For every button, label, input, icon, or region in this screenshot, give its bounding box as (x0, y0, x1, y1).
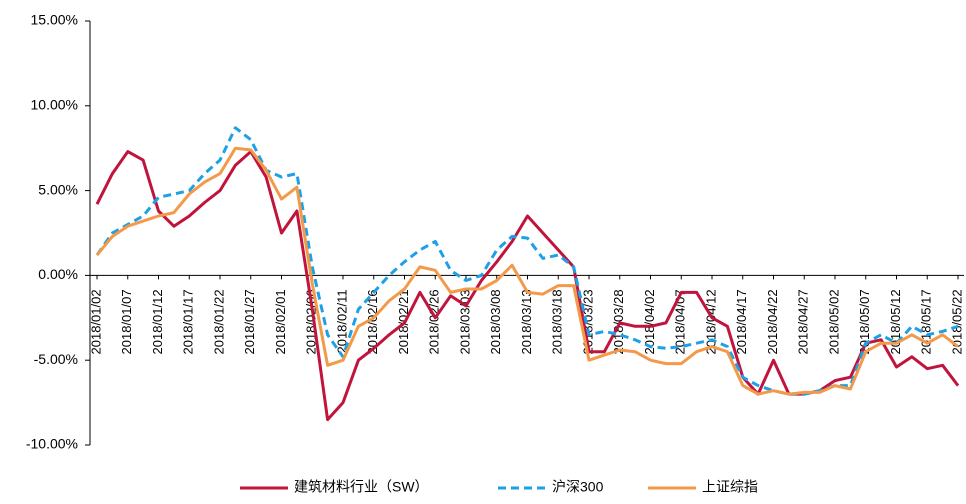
x-tick-label: 2018/03/13 (519, 289, 534, 354)
x-tick-label: 2018/01/07 (119, 289, 134, 354)
x-tick-label: 2018/02/01 (273, 289, 288, 354)
y-tick-label: 15.00% (31, 12, 78, 28)
series-line (95, 126, 959, 396)
y-tick-label: -5.00% (34, 351, 78, 367)
x-tick-label: 2018/05/17 (919, 289, 934, 354)
x-tick-label: 2018/04/12 (703, 289, 718, 354)
x-tick-label: 2018/05/12 (888, 289, 903, 354)
x-tick-label: 2018/04/02 (642, 289, 657, 354)
x-tick-label: 2018/03/03 (457, 289, 472, 354)
series-line (95, 150, 960, 422)
x-tick-label: 2018/02/26 (427, 289, 442, 354)
x-tick-label: 2018/02/11 (334, 289, 349, 353)
x-tick-label: 2018/03/18 (550, 289, 565, 354)
legend-label: 建筑材料行业（SW） (294, 479, 429, 495)
x-tick-label: 2018/01/22 (211, 289, 226, 354)
y-tick-label: 10.00% (31, 97, 78, 113)
y-tick-label: -10.00% (26, 436, 78, 452)
x-tick-label: 2018/05/02 (826, 289, 841, 354)
x-tick-label: 2018/01/12 (150, 289, 165, 354)
y-tick-label: 0.00% (38, 266, 78, 282)
x-tick-label: 2018/01/27 (242, 289, 257, 354)
x-tick-label: 2018/03/08 (488, 289, 503, 354)
y-tick-label: 5.00% (38, 181, 78, 197)
x-tick-label: 2018/01/02 (88, 289, 103, 354)
x-tick-label: 2018/04/17 (734, 289, 749, 354)
x-tick-label: 2018/05/22 (949, 289, 964, 354)
x-tick-label: 2018/02/16 (365, 289, 380, 354)
series-line (95, 146, 959, 396)
x-tick-label: 2018/04/07 (673, 289, 688, 354)
x-tick-label: 2018/01/17 (181, 289, 196, 354)
x-tick-label: 2018/04/22 (765, 289, 780, 354)
legend-label: 沪深300 (552, 479, 604, 495)
legend-label: 上证综指 (702, 479, 758, 495)
x-tick-label: 2018/05/07 (857, 289, 872, 354)
x-tick-label: 2018/04/27 (796, 289, 811, 354)
